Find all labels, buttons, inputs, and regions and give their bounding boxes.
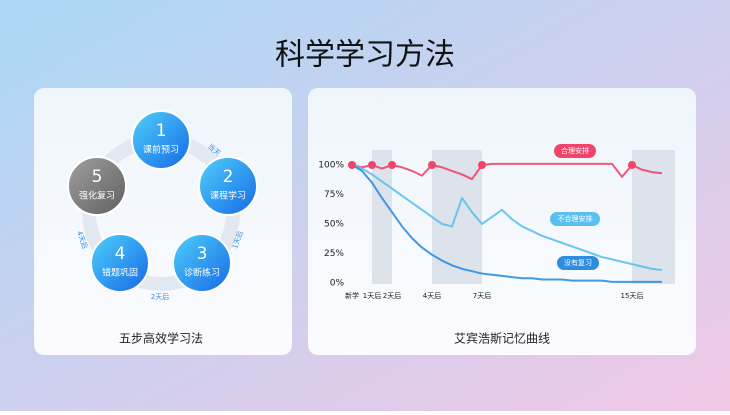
step-label: 错题巩固 <box>102 267 138 279</box>
x-tick-label: 新学 <box>345 291 359 300</box>
step-number: 5 <box>92 167 103 187</box>
review-dot <box>388 161 396 169</box>
y-tick-label: 0% <box>330 279 345 289</box>
legend-pill <box>554 144 596 158</box>
legend-label: 不合理安排 <box>558 214 593 223</box>
series-line <box>351 164 663 272</box>
page-title: 科学学习方法 <box>275 38 455 73</box>
step-label: 诊断练习 <box>184 267 220 279</box>
step-number: 4 <box>115 244 126 264</box>
legend-pill <box>550 212 600 226</box>
card <box>34 88 292 355</box>
step-number: 3 <box>197 244 208 264</box>
step-number: 2 <box>223 167 234 187</box>
interval-label: 2天后 <box>151 292 169 301</box>
legend-label: 合理安排 <box>561 146 589 155</box>
caption: 五步高效学习法 <box>119 331 203 346</box>
step-circle <box>90 233 150 293</box>
step-circle <box>172 233 232 293</box>
review-dot <box>478 161 486 169</box>
step-circle <box>131 110 191 170</box>
series-line <box>351 164 662 283</box>
x-tick-label: 2天后 <box>383 291 401 300</box>
y-tick-label: 50% <box>324 220 344 230</box>
caption: 艾宾浩斯记忆曲线 <box>454 331 550 346</box>
x-tick-label: 1天后 <box>363 291 381 300</box>
review-dot <box>628 161 636 169</box>
x-tick-label: 7天后 <box>473 291 491 300</box>
y-tick-label: 75% <box>324 190 344 200</box>
legend-label: 没有复习 <box>564 258 592 267</box>
step-label: 课前预习 <box>143 144 179 156</box>
card <box>308 88 696 355</box>
series-line <box>351 162 663 181</box>
review-dot <box>368 161 376 169</box>
step-number: 1 <box>156 121 167 141</box>
step-circle <box>67 156 127 216</box>
y-tick-label: 25% <box>324 249 344 259</box>
review-dot <box>428 161 436 169</box>
x-tick-label: 15天后 <box>621 291 644 300</box>
x-tick-label: 4天后 <box>423 291 441 300</box>
step-circle <box>198 156 258 216</box>
step-label: 强化复习 <box>79 190 115 202</box>
review-dot <box>348 161 356 169</box>
step-label: 课程学习 <box>210 190 246 202</box>
legend-pill <box>557 256 599 270</box>
y-tick-label: 100% <box>318 161 344 171</box>
